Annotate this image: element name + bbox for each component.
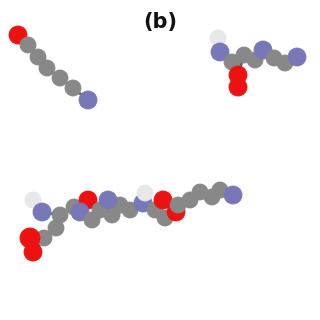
Circle shape [25,192,41,208]
Circle shape [104,207,120,223]
Circle shape [254,41,272,59]
Circle shape [112,197,128,213]
Circle shape [99,191,117,209]
Circle shape [277,55,293,71]
Circle shape [154,191,172,209]
Circle shape [182,192,198,208]
Circle shape [147,202,163,218]
Circle shape [211,43,229,61]
Circle shape [36,230,52,246]
Circle shape [65,80,81,96]
Circle shape [236,47,252,63]
Circle shape [20,228,40,248]
Circle shape [210,30,226,46]
Circle shape [134,194,152,212]
Circle shape [92,202,108,218]
Circle shape [71,203,89,221]
Circle shape [212,182,228,198]
Circle shape [79,191,97,209]
Circle shape [266,50,282,66]
Circle shape [122,202,138,218]
Circle shape [137,185,153,201]
Text: (b): (b) [143,12,177,32]
Circle shape [33,203,51,221]
Circle shape [247,52,263,68]
Circle shape [24,243,42,261]
Circle shape [229,66,247,84]
Circle shape [229,78,247,96]
Circle shape [157,210,173,226]
Circle shape [167,203,185,221]
Circle shape [192,184,208,200]
Circle shape [39,60,55,76]
Circle shape [170,197,186,213]
Circle shape [9,26,27,44]
Circle shape [30,49,46,65]
Circle shape [204,189,220,205]
Circle shape [79,91,97,109]
Circle shape [66,199,82,215]
Circle shape [224,54,240,70]
Circle shape [224,186,242,204]
Circle shape [48,220,64,236]
Circle shape [20,37,36,53]
Circle shape [52,70,68,86]
Circle shape [288,48,306,66]
Circle shape [52,207,68,223]
Circle shape [84,212,100,228]
